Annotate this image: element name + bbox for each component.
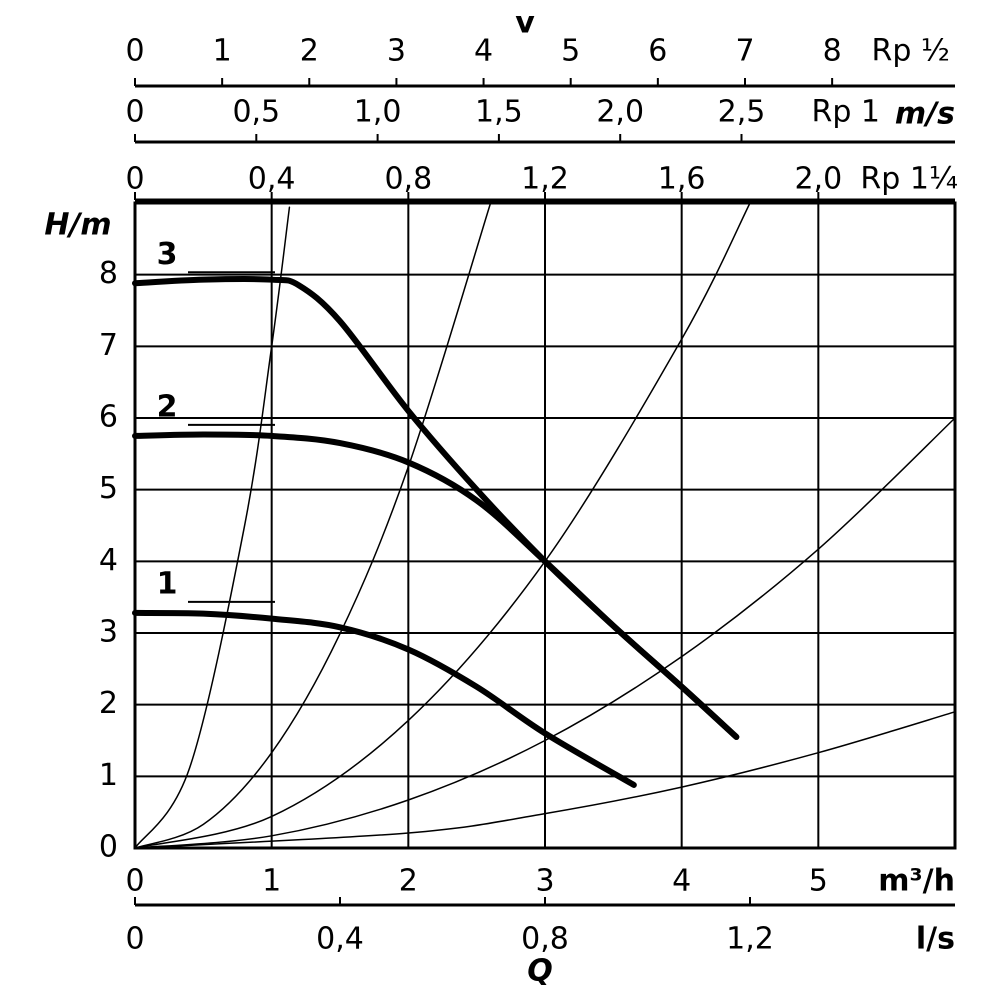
tick-label: 1,5: [475, 95, 523, 130]
flow-axis-label: l/s: [916, 922, 955, 957]
y-tick-label: 2: [99, 686, 118, 721]
system-curve: [134, 711, 956, 849]
tick-label: 0: [125, 34, 144, 69]
x-tick-label: 0: [125, 864, 144, 899]
tick-label: 0,4: [248, 162, 296, 197]
system-curve: [134, 206, 291, 849]
y-tick-label: 3: [99, 615, 118, 650]
pump-curve: [132, 276, 740, 740]
tick-label: 0: [125, 162, 144, 197]
y-tick-label: 6: [99, 400, 118, 435]
tick-label: 3: [387, 34, 406, 69]
y-tick-label: 0: [99, 830, 118, 865]
tick-label: 1,6: [658, 162, 706, 197]
curve-label: 3: [157, 237, 178, 272]
system-curve: [134, 417, 956, 849]
x-tick-label: 2: [399, 864, 418, 899]
tick-label: 0: [125, 922, 144, 957]
curve-label: 2: [157, 389, 178, 424]
y-tick-label: 8: [99, 256, 118, 291]
tick-label: 0,5: [232, 95, 280, 130]
x-unit-label: m³/h: [878, 864, 955, 899]
tick-label: 1,2: [726, 922, 774, 957]
tick-label: 4: [474, 34, 493, 69]
tick-label: 1,0: [354, 95, 402, 130]
pump-curve: [132, 431, 740, 740]
x-tick-label: 1: [262, 864, 281, 899]
x-tick-label: 5: [809, 864, 828, 899]
tick-label: 6: [648, 34, 667, 69]
tick-label: 1: [213, 34, 232, 69]
y-tick-label: 4: [99, 543, 118, 578]
y-tick-label: 5: [99, 471, 118, 506]
x-tick-label: 4: [672, 864, 691, 899]
tick-label: 2,0: [794, 162, 842, 197]
velocity-label: v: [515, 6, 535, 41]
tick-label: 0,4: [316, 922, 364, 957]
pump-curve: [132, 609, 637, 788]
tick-label: 7: [735, 34, 754, 69]
tick-label: 2,5: [718, 95, 766, 130]
tick-label: 8: [823, 34, 842, 69]
y-axis-label: H/m: [44, 208, 111, 243]
tick-label: 2: [300, 34, 319, 69]
system-curve: [134, 202, 751, 849]
system-curve: [134, 202, 492, 849]
axis-unit-label: Rp 1¼: [860, 162, 958, 197]
tick-label: 1,2: [521, 162, 569, 197]
x-tick-label: 3: [535, 864, 554, 899]
tick-label: 0: [125, 95, 144, 130]
tick-label: 0,8: [384, 162, 432, 197]
y-tick-label: 7: [99, 328, 118, 363]
velocity-unit: m/s: [895, 97, 955, 132]
plot-frame: [133, 201, 957, 850]
tick-label: 5: [561, 34, 580, 69]
tick-label: 0,8: [521, 922, 569, 957]
axis-unit-label: Rp ½: [871, 34, 950, 69]
tick-label: 2,0: [596, 95, 644, 130]
curve-label: 1: [157, 566, 178, 601]
x-axis-label: Q: [527, 954, 553, 989]
y-tick-label: 1: [99, 758, 118, 793]
axis-unit-label: Rp 1: [811, 95, 880, 130]
